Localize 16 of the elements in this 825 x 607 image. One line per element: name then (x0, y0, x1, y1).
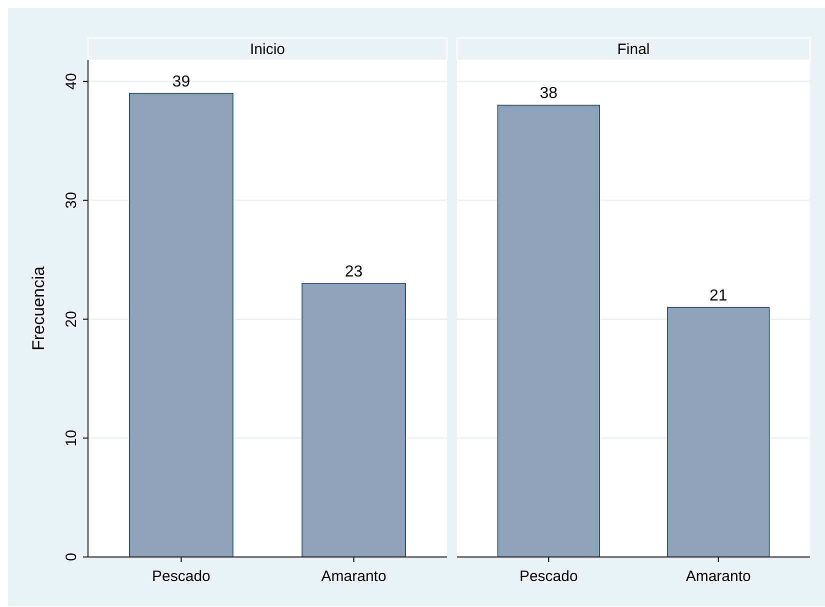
x-tick-label: Pescado (519, 568, 578, 585)
x-tick-label: Amaranto (686, 568, 751, 585)
y-tick-label: 20 (63, 310, 80, 328)
data-label: 38 (540, 85, 558, 102)
x-tick-label: Pescado (152, 568, 210, 585)
y-tick-label: 10 (63, 430, 80, 446)
chart-title: Final (617, 41, 650, 58)
y-tick-label: 30 (63, 192, 80, 209)
y-tick-label: 40 (63, 73, 80, 90)
y-tick-label: 0 (63, 552, 80, 562)
data-label: 23 (344, 264, 363, 281)
y-axis-title: Frecuencia (29, 266, 48, 351)
chart-title: Inicio (250, 41, 286, 58)
data-label: 39 (172, 73, 190, 90)
data-label: 21 (709, 287, 728, 304)
x-tick-label: Amaranto (321, 568, 386, 585)
